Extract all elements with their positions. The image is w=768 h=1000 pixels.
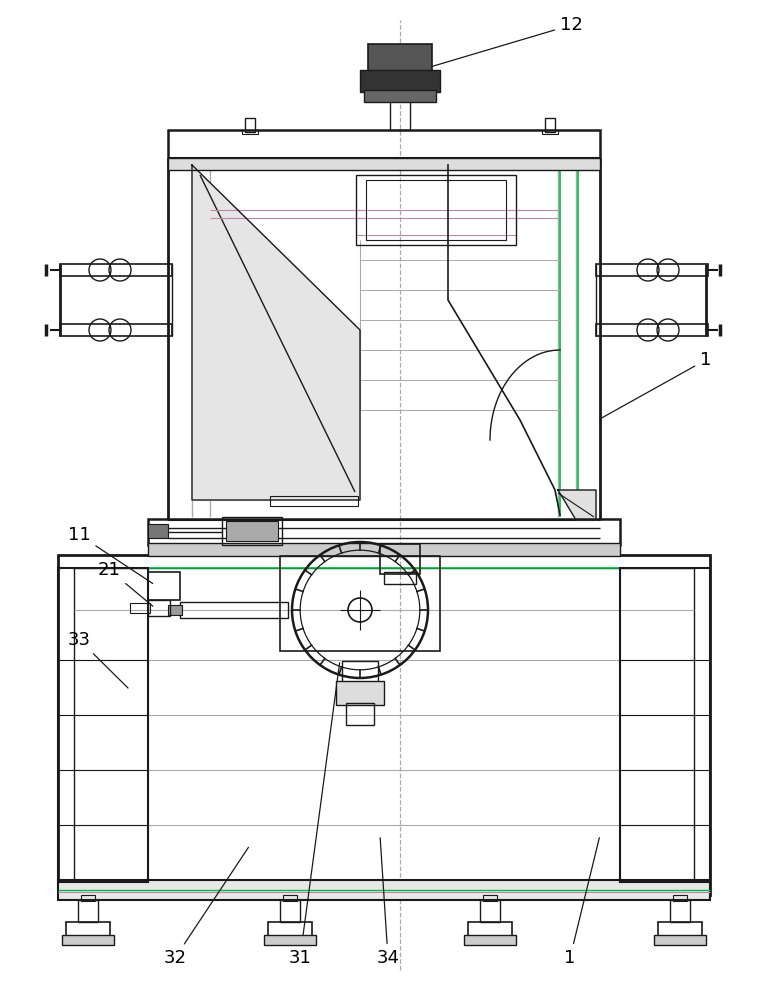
Bar <box>78 900 98 922</box>
Bar <box>670 900 690 922</box>
Text: 33: 33 <box>68 631 128 688</box>
Bar <box>596 324 708 336</box>
Bar <box>483 895 497 901</box>
Bar <box>222 517 282 545</box>
Bar <box>180 602 288 618</box>
Bar <box>356 175 516 245</box>
Bar <box>360 70 440 92</box>
Bar <box>366 180 506 240</box>
Bar <box>364 90 436 102</box>
Text: 21: 21 <box>98 561 153 606</box>
Text: 34: 34 <box>376 838 399 967</box>
Bar <box>464 935 516 945</box>
Bar <box>380 544 420 574</box>
Bar <box>81 895 95 901</box>
Bar <box>542 130 558 134</box>
Bar <box>148 572 180 600</box>
Bar <box>336 681 384 705</box>
Text: 12: 12 <box>422 16 583 69</box>
Bar <box>148 519 620 545</box>
Bar <box>60 324 172 336</box>
Bar <box>58 555 710 895</box>
Bar <box>58 568 148 882</box>
Bar <box>545 118 555 132</box>
Bar <box>245 118 255 132</box>
Bar <box>60 264 172 276</box>
Bar <box>226 521 278 541</box>
Bar <box>390 100 410 130</box>
Bar <box>130 603 150 613</box>
Bar <box>620 568 710 882</box>
Bar <box>58 880 710 900</box>
Bar <box>148 524 168 538</box>
Bar <box>62 935 114 945</box>
Polygon shape <box>558 490 596 520</box>
Bar <box>596 264 708 276</box>
Text: 1: 1 <box>601 351 711 419</box>
Bar <box>480 900 500 922</box>
Bar <box>280 900 300 922</box>
Bar <box>168 605 182 615</box>
Text: 1: 1 <box>564 838 599 967</box>
Bar <box>346 703 374 725</box>
Text: 11: 11 <box>68 526 153 583</box>
Bar <box>168 158 600 170</box>
Bar <box>242 130 258 134</box>
Bar <box>268 922 312 938</box>
Bar <box>673 895 687 901</box>
Bar <box>66 922 110 938</box>
Bar <box>468 922 512 938</box>
Bar <box>264 935 316 945</box>
Polygon shape <box>192 165 360 500</box>
Bar <box>654 935 706 945</box>
Bar <box>270 496 358 506</box>
Bar <box>342 661 378 683</box>
Bar <box>168 130 600 160</box>
Bar <box>148 600 170 616</box>
Bar <box>148 543 620 556</box>
Bar <box>384 572 416 584</box>
Bar <box>280 556 440 651</box>
Bar <box>658 922 702 938</box>
Bar <box>74 568 694 882</box>
Text: 32: 32 <box>164 847 249 967</box>
Bar <box>283 895 297 901</box>
Text: 31: 31 <box>289 663 339 967</box>
Bar <box>368 44 432 72</box>
